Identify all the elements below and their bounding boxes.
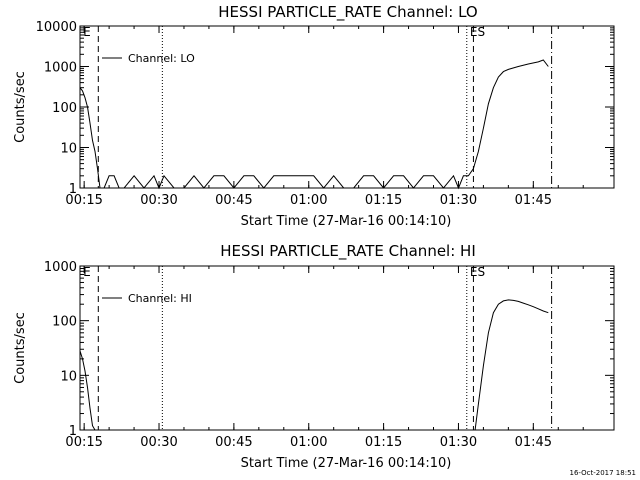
legend-label: Channel: LO [128,52,195,65]
event-markers: E ES [83,265,553,430]
chart-panel-lo: HESSI PARTICLE_RATE Channel: LO Counts/s… [13,3,615,229]
y-tick-label: 1000 [44,260,77,275]
x-tick-label: 01:15 [365,193,402,208]
event-flag-label: E [83,25,91,39]
x-tick-label: 01:15 [365,435,402,450]
x-tick-label: 00:45 [215,193,252,208]
x-tick-label: 00:15 [65,193,102,208]
y-tick-label: 100 [52,315,77,330]
y-tick-label: 1 [69,424,77,439]
chart-panel-hi: HESSI PARTICLE_RATE Channel: HI Counts/s… [13,242,615,471]
x-tick-label: 01:45 [515,193,552,208]
x-tick-label: 00:30 [140,435,177,450]
x-tick-label: 01:00 [290,435,327,450]
x-tick-label: 01:30 [440,435,477,450]
legend-label: Channel: HI [128,292,192,305]
series-layer [79,299,549,431]
y-axis-label: Counts/sec [13,312,28,384]
axis-ticks: 00:15 00:30 00:45 01:00 01:15 01:30 01:45 1 10 10… [44,260,614,450]
chart-title: HESSI PARTICLE_RATE Channel: HI [220,242,476,261]
x-tick-label: 01:00 [290,193,327,208]
x-axis-label: Start Time (27-Mar-16 00:14:10) [241,214,452,229]
y-axis-label: Counts/sec [13,71,28,143]
y-tick-label: 1000 [44,61,77,76]
y-tick-label: 1 [69,182,77,197]
footer-timestamp: 16-Oct-2017 18:51 [570,469,636,477]
event-flag-label: E [83,265,91,279]
series-layer [79,59,549,190]
x-tick-label: 00:45 [215,435,252,450]
legend: Channel: HI [102,292,192,305]
x-tick-label: 00:30 [140,193,177,208]
event-markers: E ES [83,25,553,188]
chart-title: HESSI PARTICLE_RATE Channel: LO [218,3,477,22]
x-tick-label: 01:45 [515,435,552,450]
x-axis-label: Start Time (27-Mar-16 00:14:10) [241,456,452,471]
event-flag-label: ES [470,25,485,39]
series-line [79,59,549,190]
legend: Channel: LO [102,52,195,65]
y-tick-label: 10 [60,369,77,384]
series-line [79,299,549,431]
x-tick-label: 00:15 [65,435,102,450]
x-tick-label: 01:30 [440,193,477,208]
y-tick-label: 100 [52,101,77,116]
plot-frame [79,25,615,189]
event-flag-label: ES [470,265,485,279]
axis-ticks: 00:15 00:30 00:45 01:00 01:15 01:30 01:45 1 10 10… [36,20,614,208]
y-tick-label: 10000 [36,20,77,35]
plot-frame [79,265,615,431]
y-tick-label: 10 [60,142,77,157]
